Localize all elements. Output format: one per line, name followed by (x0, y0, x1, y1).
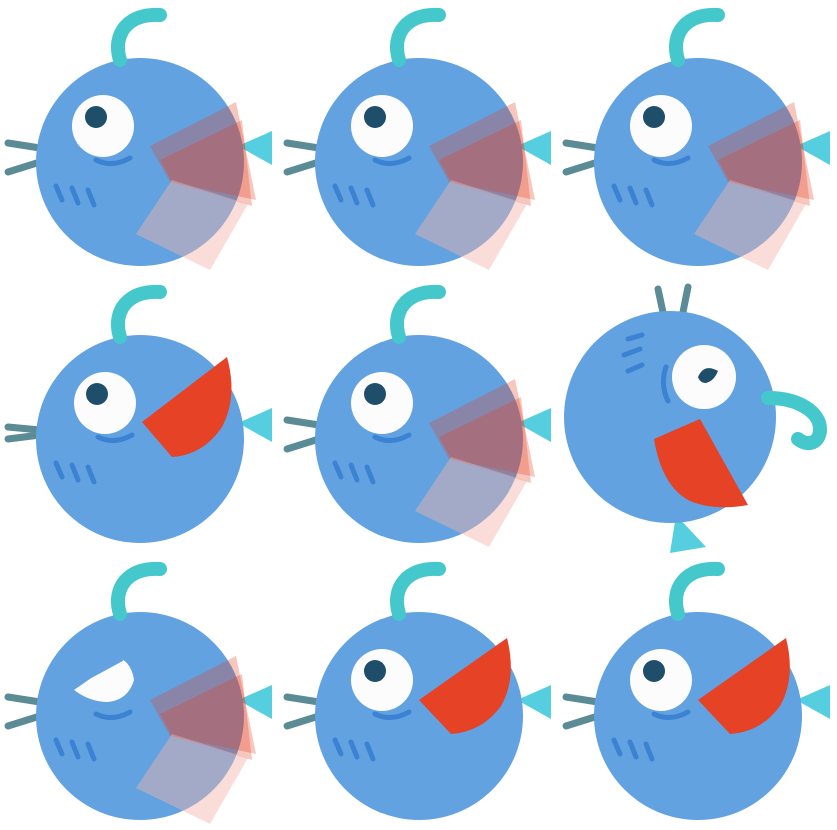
antenna-icon (669, 561, 725, 621)
antenna-icon (111, 561, 167, 621)
antenna-icon (761, 391, 828, 451)
eye-lid-mark (372, 432, 412, 443)
pupil (364, 660, 386, 682)
antenna-icon (111, 284, 167, 344)
cheek-marks (53, 737, 97, 762)
legs-icon (4, 423, 44, 443)
antenna-icon (390, 7, 446, 67)
beak-icon (136, 656, 256, 824)
bird-sprite (4, 284, 272, 543)
bird-frame-6 (558, 277, 837, 553)
pupil (364, 106, 386, 128)
bird-sprite (283, 561, 551, 820)
tail-fin-icon (517, 131, 551, 165)
cheek-marks (332, 737, 376, 762)
eye-lid-mark (372, 155, 412, 166)
eye-icon (351, 649, 413, 711)
tail-fin-icon (517, 685, 551, 719)
legs-icon (283, 693, 323, 730)
cheek-marks (332, 460, 376, 485)
bird-frame-4 (0, 277, 279, 553)
bird-sprite (283, 7, 551, 270)
eye-icon (74, 658, 134, 702)
cheek-marks (621, 332, 645, 374)
antenna-icon (669, 7, 725, 67)
tail-fin-icon (517, 408, 551, 442)
eye-icon (630, 649, 692, 711)
legs-icon (562, 139, 602, 176)
bird-sprite (4, 7, 272, 270)
eye-lid-mark (372, 709, 412, 720)
beak-icon (698, 638, 790, 734)
legs-icon (4, 693, 44, 730)
eye-lid-mark (93, 709, 133, 720)
antenna-icon (390, 561, 446, 621)
bird-frame-8 (279, 554, 558, 830)
tail-fin-icon (238, 131, 272, 165)
legs-icon (562, 693, 602, 730)
bird-frame-2 (279, 0, 558, 276)
bird-body (564, 311, 776, 523)
bird-sprite (562, 561, 830, 820)
bird-frame-5 (279, 277, 558, 553)
cheek-marks (53, 183, 97, 208)
eye-icon (72, 95, 134, 157)
eye-lid-mark (660, 364, 671, 404)
cheek-marks (611, 183, 655, 208)
bird-body (36, 612, 244, 820)
tail-fin-icon (796, 685, 830, 719)
antenna-icon (111, 7, 167, 67)
eye-lid-mark (72, 655, 124, 687)
beak-icon (415, 379, 535, 547)
antenna-icon (390, 284, 446, 344)
cheek-marks (332, 183, 376, 208)
eye-lid-mark (93, 155, 133, 166)
bird-sprite (283, 284, 551, 547)
bird-frame-3 (558, 0, 837, 276)
beak-icon (142, 357, 232, 457)
bird-sprite (564, 283, 828, 553)
bird-frame-9 (558, 554, 837, 830)
beak-icon (136, 102, 256, 270)
pupil (85, 106, 107, 128)
eye-lid-mark (651, 155, 691, 166)
pupil (364, 383, 386, 405)
bird-frame-7 (0, 554, 279, 830)
legs-icon (283, 416, 323, 453)
pupil (643, 106, 665, 128)
bird-sprite (562, 7, 830, 270)
pupil (643, 660, 665, 682)
beak-icon (654, 419, 748, 508)
beak-icon (415, 102, 535, 270)
eye-icon (351, 372, 413, 434)
tail-fin-icon (670, 515, 706, 553)
bird-body (36, 335, 244, 543)
eye-lid-mark (95, 432, 135, 443)
eye-icon (630, 95, 692, 157)
legs-icon (283, 139, 323, 176)
eye-icon (74, 372, 136, 434)
bird-sprite (4, 561, 272, 824)
tail-fin-icon (796, 131, 830, 165)
legs-icon (4, 139, 44, 176)
tail-fin-icon (238, 685, 272, 719)
eye-icon (351, 95, 413, 157)
bird-frame-1 (0, 0, 279, 276)
eye-lid-mark (651, 709, 691, 720)
pupil (86, 383, 108, 405)
beak-icon (694, 102, 814, 270)
pupil (698, 368, 718, 383)
tail-fin-icon (238, 408, 272, 442)
cheek-marks (611, 737, 655, 762)
cheek-marks (53, 460, 97, 485)
beak-icon (419, 638, 511, 734)
